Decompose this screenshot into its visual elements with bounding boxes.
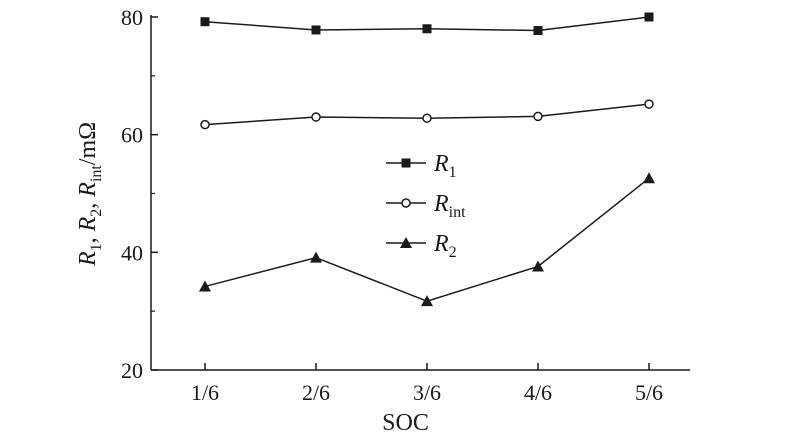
axes: 20 40 60 80 1/6 2/6 3/6 4/6 5/6 SOC R1, R2, Rint/m… <box>75 5 690 436</box>
legend-marker <box>400 237 412 248</box>
data-point <box>199 280 211 292</box>
x-tick-label: 2/6 <box>302 380 330 405</box>
data-point <box>311 25 321 35</box>
legend-label: Rint <box>433 191 466 221</box>
y-tick-label: 20 <box>121 358 143 383</box>
x-axis-label: SOC <box>382 410 429 436</box>
legend-label: R2 <box>433 231 457 261</box>
data-point <box>310 251 322 263</box>
data-point <box>422 113 432 123</box>
data-point <box>532 260 544 272</box>
data-point <box>644 99 654 109</box>
series-r-int <box>200 99 654 130</box>
y-axis-label: R1, R2, Rint/mΩ <box>75 122 105 267</box>
y-tick-label: 80 <box>121 5 143 30</box>
x-tick-label: 5/6 <box>635 380 663 405</box>
series-r-2 <box>199 172 655 307</box>
series-group <box>199 12 655 307</box>
data-point <box>200 119 210 130</box>
y-tick-label: 60 <box>121 123 143 148</box>
series-line <box>204 177 650 302</box>
data-point <box>643 172 655 184</box>
legend: R1 Rint R2 <box>386 151 466 261</box>
legend-label: R1 <box>433 151 457 181</box>
x-tick-label: 3/6 <box>413 380 441 405</box>
data-point <box>422 24 432 34</box>
data-point <box>311 112 321 122</box>
legend-item: R1 <box>386 151 457 181</box>
y-tick-label: 40 <box>121 240 143 265</box>
legend-item: Rint <box>386 191 466 221</box>
data-point <box>533 26 543 36</box>
legend-item: R2 <box>386 231 457 261</box>
x-tick-label: 4/6 <box>524 380 552 405</box>
x-tick-label: 1/6 <box>191 380 219 405</box>
data-point <box>200 17 210 27</box>
data-point <box>533 111 543 122</box>
series-r-1 <box>200 12 654 36</box>
data-point <box>644 12 654 22</box>
legend-marker <box>401 158 411 168</box>
legend-marker <box>401 198 411 208</box>
data-point <box>421 295 433 307</box>
